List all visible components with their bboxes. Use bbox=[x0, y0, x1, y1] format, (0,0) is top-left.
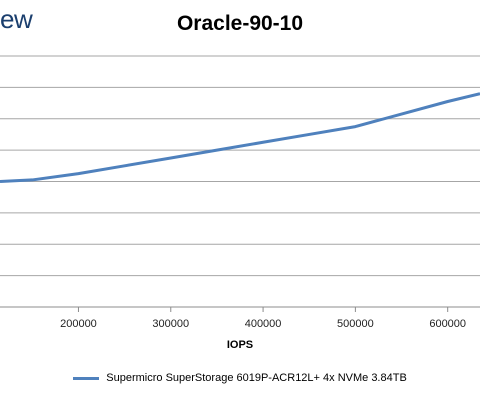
legend: Supermicro SuperStorage 6019P-ACR12L+ 4x… bbox=[0, 372, 480, 384]
gridlines bbox=[0, 55, 480, 308]
series-line bbox=[0, 92, 480, 183]
x-tick-label: 300000 bbox=[152, 318, 189, 330]
x-axis-ticks: 200000 300000 400000 500000 600000 bbox=[60, 307, 466, 330]
chart-title: Oracle-90-10 bbox=[176, 12, 304, 35]
x-tick-label: 400000 bbox=[245, 318, 282, 330]
series-lines bbox=[0, 92, 480, 183]
x-tick-label: 200000 bbox=[60, 318, 97, 330]
x-axis-title: IOPS bbox=[227, 339, 253, 351]
legend-label: Supermicro SuperStorage 6019P-ACR12L+ 4x… bbox=[106, 372, 407, 384]
x-tick-label: 500000 bbox=[337, 318, 374, 330]
brand-logo-text: ew bbox=[0, 4, 33, 34]
x-tick-label: 600000 bbox=[429, 318, 466, 330]
legend-swatch bbox=[73, 376, 100, 380]
